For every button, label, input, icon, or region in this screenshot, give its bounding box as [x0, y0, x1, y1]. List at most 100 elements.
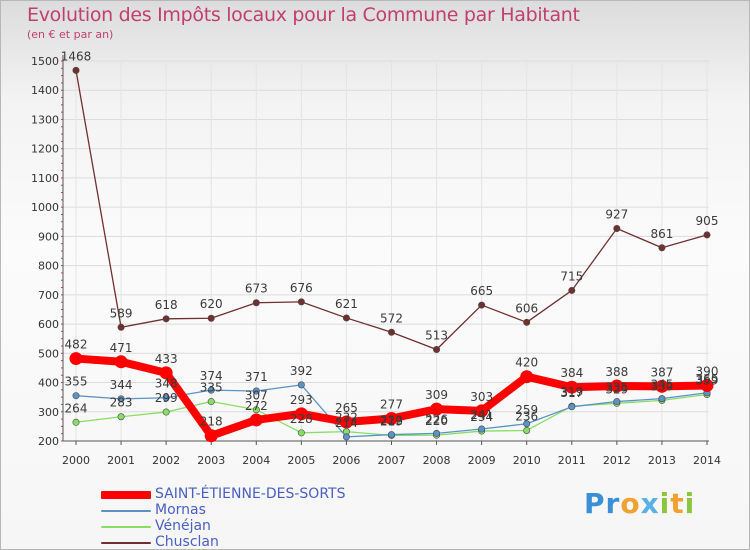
series-0-point-2005	[294, 407, 308, 421]
series-2-point-2004	[252, 406, 260, 414]
series-3-label-2007: 572	[380, 311, 403, 325]
series-1-point-2003	[207, 386, 215, 394]
series-2-point-2000	[72, 418, 80, 426]
series-3-point-2013	[658, 244, 666, 252]
logo-part-i: i	[659, 487, 671, 520]
legend-item-mornas[interactable]: Mornas	[101, 503, 401, 519]
series-3-point-2000	[72, 66, 80, 74]
series-3-point-2006	[342, 314, 350, 322]
series	[69, 66, 714, 443]
series-1-label-2009: 241	[470, 408, 493, 422]
series-0-point-2011	[565, 380, 579, 394]
series-0-point-2000	[69, 352, 83, 366]
x-tick-label: 2004	[242, 454, 270, 467]
series-3-label-2006: 621	[335, 297, 358, 311]
series-3-label-2000: 1468	[61, 49, 92, 63]
series-1-label-2001: 344	[110, 378, 133, 392]
series-1-label-2006: 214	[335, 416, 358, 430]
y-tick-label: 1200	[31, 143, 59, 156]
series-1-label-2004: 371	[245, 370, 268, 384]
series-2-label-2004: 307	[245, 389, 268, 403]
series-0-label-2004: 272	[245, 399, 268, 413]
legend-item-venejan[interactable]: Vénéjan	[101, 519, 401, 535]
series-3-label-2011: 715	[560, 269, 583, 283]
x-tick-label: 2013	[648, 454, 676, 467]
series-0-label-2010: 420	[515, 356, 538, 370]
series-0-point-2002	[159, 366, 173, 380]
series-1-point-2012	[613, 398, 621, 406]
chart-title: Evolution des Impôts locaux pour la Comm…	[27, 4, 580, 26]
series-3-point-2014	[703, 231, 711, 239]
data-labels: 482 471 433 218 272 293 265 277 309 303 420 384 388 3…	[61, 49, 719, 430]
series-0-point-2013	[655, 379, 669, 393]
series-2-label-2003: 335	[200, 381, 223, 395]
y-tick-label: 1300	[31, 113, 59, 126]
y-tick-label: 1400	[31, 84, 59, 97]
series-0-label-2008: 309	[425, 388, 448, 402]
series-0-point-2010	[520, 370, 534, 384]
logo-part-pr: Pr	[584, 487, 621, 520]
series-1-point-2001	[117, 395, 125, 403]
series-0-point-2007	[385, 411, 398, 425]
series-1-label-2011: 317	[560, 386, 583, 400]
series-0-label-2005: 293	[290, 393, 313, 407]
series-1-label-2005: 392	[290, 364, 313, 378]
series-3-point-2007	[387, 328, 395, 336]
legend-swatch-chusclan	[101, 542, 151, 544]
series-1-point-2010	[523, 420, 531, 428]
series-3-point-2008	[433, 346, 441, 354]
series-2-label-2008: 220	[425, 414, 448, 428]
series-0-label-2014: 390	[696, 364, 719, 378]
series-0-point-2003	[204, 429, 218, 443]
series-0-label-2001: 471	[110, 341, 133, 355]
y-tick-label: 200	[38, 435, 59, 448]
series-1-label-2013: 345	[650, 378, 673, 392]
series-3-label-2009: 665	[470, 284, 493, 298]
series-0-label-2003: 218	[200, 415, 223, 429]
series-0-point-2012	[610, 379, 624, 393]
proxiti-logo: Proxiti	[584, 487, 695, 520]
series-2-label-2005: 228	[290, 412, 313, 426]
chart-subtitle: (en € et par an)	[27, 28, 114, 41]
series-1-point-2008	[433, 429, 441, 437]
logo-part-i2: i	[684, 487, 696, 520]
series-1-label-2000: 355	[65, 375, 88, 389]
legend-item-saint-etienne[interactable]: SAINT-ÉTIENNE-DES-SORTS	[101, 487, 401, 503]
series-2-label-2007: 219	[380, 414, 403, 428]
series-1-point-2000	[72, 392, 80, 400]
series-1-point-2011	[568, 403, 576, 411]
series-3-point-2012	[613, 224, 621, 232]
x-tick-label: 2008	[423, 454, 451, 467]
series-1-point-2007	[387, 431, 395, 439]
series-0-label-2000: 482	[65, 338, 88, 352]
series-3-point-2004	[252, 299, 260, 307]
series-1-point-2006	[342, 433, 350, 441]
logo-part-x: x	[640, 487, 660, 520]
x-tick-label: 2012	[603, 454, 631, 467]
series-1-label-2014: 365	[696, 372, 719, 386]
series-3-label-2001: 589	[110, 306, 133, 320]
series-2-label-2013: 339	[650, 379, 673, 393]
y-tick-label: 600	[38, 318, 59, 331]
x-tick-label: 2006	[332, 454, 360, 467]
series-2-point-2002	[162, 408, 170, 416]
legend-item-chusclan[interactable]: Chusclan	[101, 535, 401, 549]
x-tick-label: 2007	[378, 454, 406, 467]
series-3-point-2001	[117, 323, 125, 331]
x-tick-label: 2003	[197, 454, 225, 467]
series-3-label-2014: 905	[696, 214, 719, 228]
y-tick-label: 900	[38, 230, 59, 243]
logo-part-t: t	[670, 487, 685, 520]
series-0-point-2004	[249, 413, 263, 427]
series-1-point-2013	[658, 395, 666, 403]
x-tick-label: 2009	[468, 454, 496, 467]
axes: 200 300 400 500 600 700 800 900 1000 1100 1200 1300…	[31, 55, 721, 467]
x-tick-label: 2011	[558, 454, 586, 467]
y-tick-label: 1100	[31, 172, 59, 185]
series-3-label-2010: 606	[515, 301, 538, 315]
series-1-label-2007: 222	[380, 414, 403, 428]
series-2-label-2014: 359	[696, 374, 719, 388]
series-0-point-2008	[430, 402, 444, 416]
